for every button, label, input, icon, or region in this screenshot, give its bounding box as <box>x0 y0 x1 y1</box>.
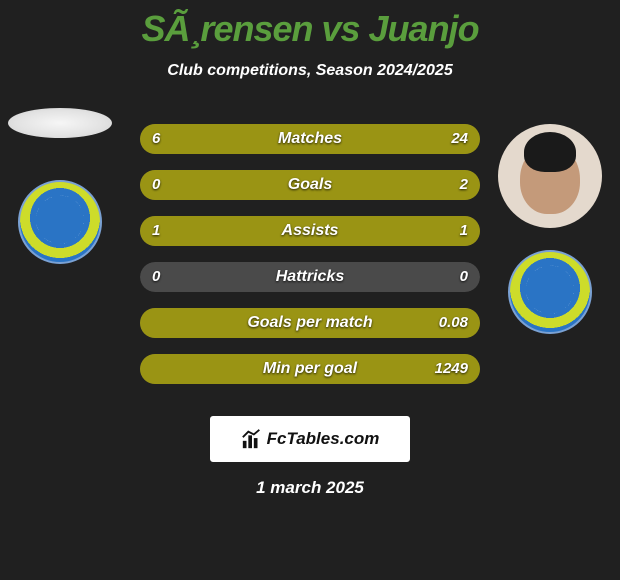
stat-row: 6Matches24 <box>140 124 480 154</box>
brand-box: FcTables.com <box>210 416 410 462</box>
chart-icon <box>241 428 263 450</box>
subtitle: Club competitions, Season 2024/2025 <box>0 62 620 80</box>
stat-value-right: 1249 <box>435 354 468 384</box>
brand-label: FcTables.com <box>267 429 380 449</box>
stat-label: Matches <box>140 124 480 154</box>
player-left-photo <box>8 108 112 138</box>
comparison-infographic: 6Matches240Goals21Assists10Hattricks0Goa… <box>0 108 620 408</box>
stat-value-right: 1 <box>460 216 468 246</box>
stat-row: Goals per match0.08 <box>140 308 480 338</box>
stat-label: Assists <box>140 216 480 246</box>
stats-container: 6Matches240Goals21Assists10Hattricks0Goa… <box>140 124 480 400</box>
stat-row: 0Goals2 <box>140 170 480 200</box>
stat-row: Min per goal1249 <box>140 354 480 384</box>
stat-value-right: 2 <box>460 170 468 200</box>
stat-label: Goals <box>140 170 480 200</box>
date-label: 1 march 2025 <box>0 478 620 498</box>
stat-label: Hattricks <box>140 262 480 292</box>
stat-label: Min per goal <box>140 354 480 384</box>
stat-value-right: 0.08 <box>439 308 468 338</box>
page-title: SÃ¸rensen vs Juanjo <box>0 0 620 50</box>
stat-row: 0Hattricks0 <box>140 262 480 292</box>
stat-label: Goals per match <box>140 308 480 338</box>
stat-value-right: 0 <box>460 262 468 292</box>
club-badge-left <box>18 180 102 264</box>
stat-value-right: 24 <box>451 124 468 154</box>
player-right-photo <box>498 124 602 228</box>
club-badge-right <box>508 250 592 334</box>
stat-row: 1Assists1 <box>140 216 480 246</box>
